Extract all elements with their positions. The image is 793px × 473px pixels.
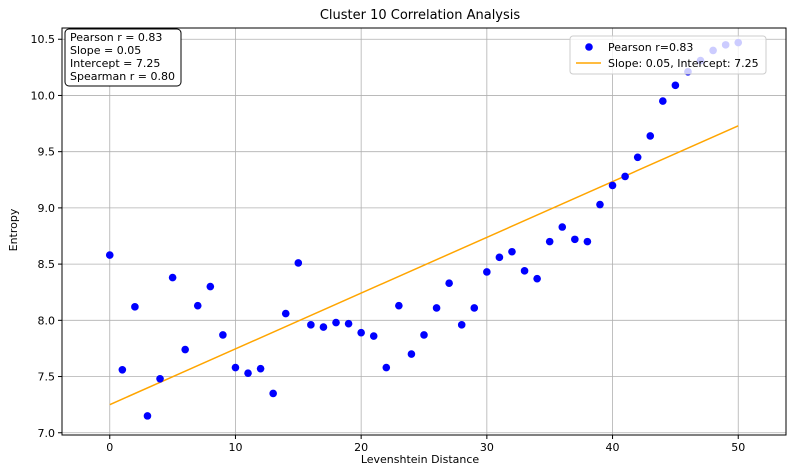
data-point: [193, 301, 202, 310]
data-point: [445, 279, 453, 288]
data-point: [131, 303, 139, 311]
data-point: [420, 331, 428, 339]
y-axis-ticks: 7.0 7.5 8.0 8.5 9.0 9.5 10.0 10.5: [31, 33, 62, 440]
data-point: [168, 273, 177, 282]
data-point: [319, 323, 328, 331]
data-point: [608, 181, 617, 190]
legend-line-label: Slope: 0.05, Intercept: 7.25: [608, 57, 759, 70]
data-point: [344, 319, 353, 328]
data-point: [105, 251, 114, 259]
data-point: [206, 282, 215, 291]
data-point: [633, 153, 642, 162]
data-point: [520, 267, 529, 275]
data-point: [307, 321, 315, 329]
legend-scatter-marker: [585, 43, 593, 51]
data-point: [571, 235, 579, 244]
x-tick-label: 30: [480, 441, 494, 454]
data-point: [181, 345, 189, 354]
legend-scatter-label: Pearson r=0.83: [608, 41, 693, 54]
data-point: [269, 389, 277, 398]
legend: Pearson r=0.83 Slope: 0.05, Intercept: 7…: [569, 35, 767, 75]
chart-title: Cluster 10 Correlation Analysis: [320, 8, 521, 23]
data-point: [294, 259, 303, 267]
data-point: [256, 364, 265, 373]
data-point: [483, 268, 491, 276]
data-point: [156, 374, 164, 383]
y-tick-label: 8.0: [38, 314, 56, 327]
data-point: [495, 253, 504, 262]
y-tick-label: 10.5: [31, 33, 56, 46]
y-tick-label: 8.5: [38, 258, 56, 271]
data-point: [231, 363, 240, 372]
stats-spearman: Spearman r = 0.80: [70, 70, 175, 83]
data-point: [143, 412, 152, 420]
data-point: [596, 200, 604, 209]
x-tick-label: 50: [731, 441, 745, 454]
y-tick-label: 9.0: [38, 202, 56, 215]
data-point: [382, 363, 391, 372]
y-tick-label: 9.5: [38, 146, 56, 159]
x-axis-ticks: 0 10 20 30 40 50: [106, 435, 745, 454]
y-tick-label: 7.0: [38, 427, 56, 440]
trend-line: [109, 125, 739, 406]
data-point: [533, 274, 541, 283]
data-point: [281, 309, 290, 318]
data-point: [545, 237, 554, 246]
data-point: [457, 321, 466, 329]
stats-slope: Slope = 0.05: [70, 44, 141, 57]
stats-intercept: Intercept = 7.25: [70, 57, 160, 70]
data-point: [470, 304, 479, 312]
data-point: [671, 81, 680, 90]
y-axis-title: Entropy: [7, 208, 20, 251]
data-point: [407, 350, 416, 358]
data-point: [508, 247, 516, 256]
data-point: [244, 369, 252, 377]
data-point: [621, 172, 629, 181]
data-point: [395, 301, 403, 310]
x-tick-label: 0: [106, 441, 113, 454]
y-tick-label: 10.0: [31, 89, 56, 102]
data-point: [583, 237, 592, 246]
stats-box-frame: [64, 28, 182, 87]
data-point: [219, 331, 227, 339]
data-point: [558, 223, 567, 231]
plot-area-frame: [61, 27, 787, 436]
data-point: [369, 332, 378, 340]
stats-pearson: Pearson r = 0.83: [70, 31, 162, 44]
stats-annotation-box: Pearson r = 0.83 Slope = 0.05 Intercept …: [64, 28, 182, 87]
x-tick-label: 10: [228, 441, 242, 454]
data-point: [357, 328, 365, 337]
data-point: [432, 304, 441, 312]
data-point: [118, 365, 127, 374]
x-axis-title: Levenshtein Distance: [361, 453, 480, 466]
x-tick-label: 40: [606, 441, 620, 454]
x-tick-label: 20: [354, 441, 368, 454]
grid-lines: [62, 28, 786, 435]
data-point: [659, 97, 667, 105]
data-point: [646, 132, 655, 140]
legend-frame: [569, 35, 767, 75]
y-tick-label: 7.5: [38, 371, 56, 384]
trend-line-layer: [109, 125, 739, 406]
data-point: [332, 318, 340, 327]
